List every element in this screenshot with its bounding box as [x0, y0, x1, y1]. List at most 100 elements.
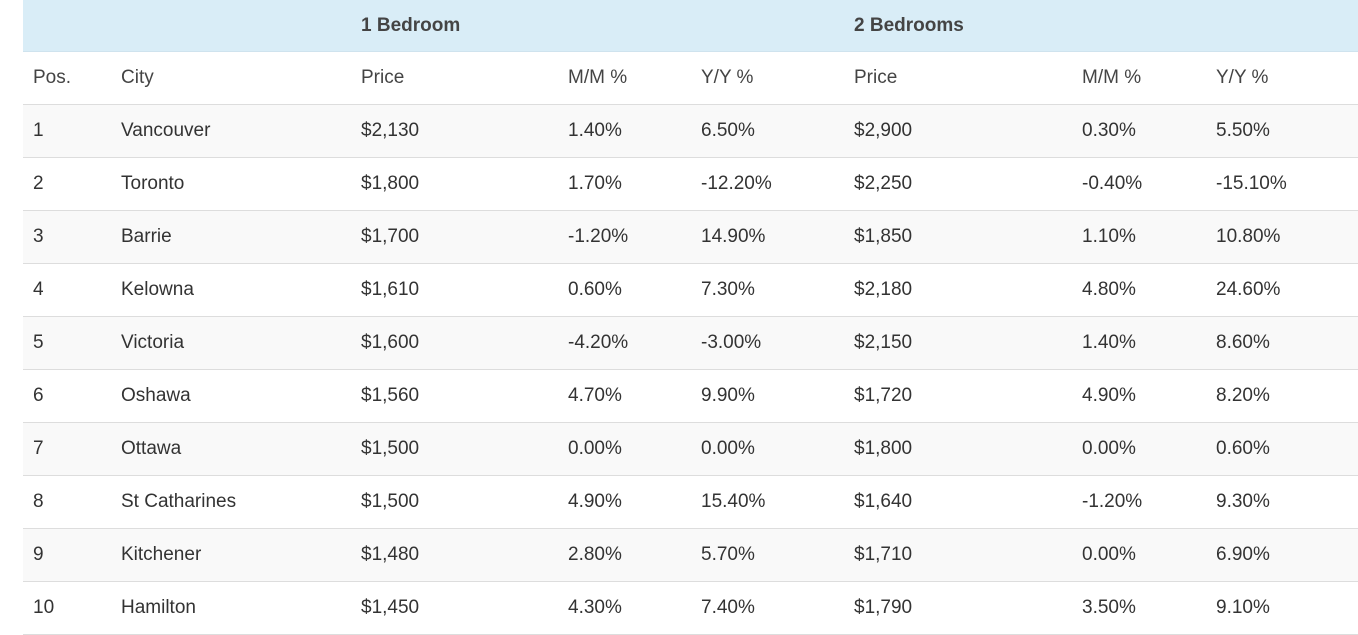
column-header-city: City: [111, 51, 351, 105]
cell-mm-1br: -4.20%: [558, 316, 691, 370]
cell-pos: 2: [23, 157, 111, 211]
cell-yy-1br: -3.00%: [691, 316, 844, 370]
cell-price-2br: $2,150: [844, 316, 1072, 370]
cell-city: Toronto: [111, 157, 351, 211]
column-header-yy-1br: Y/Y %: [691, 51, 844, 105]
cell-yy-2br: 10.80%: [1206, 210, 1358, 264]
cell-yy-2br: 8.20%: [1206, 369, 1358, 423]
cell-mm-2br: 0.00%: [1072, 422, 1206, 476]
column-header-row: Pos. City Price M/M % Y/Y % Price M/M % …: [23, 51, 1358, 105]
cell-pos: 6: [23, 369, 111, 423]
cell-city: Victoria: [111, 316, 351, 370]
cell-price-2br: $1,800: [844, 422, 1072, 476]
rent-table-container: 1 Bedroom 2 Bedrooms Pos. City Price M/M…: [23, 0, 1358, 635]
cell-price-2br: $1,640: [844, 475, 1072, 529]
cell-price-2br: $1,850: [844, 210, 1072, 264]
cell-yy-1br: -12.20%: [691, 157, 844, 211]
cell-yy-2br: 8.60%: [1206, 316, 1358, 370]
column-header-price-1br: Price: [351, 51, 558, 105]
cell-yy-1br: 15.40%: [691, 475, 844, 529]
cell-price-1br: $2,130: [351, 104, 558, 158]
cell-city: Ottawa: [111, 422, 351, 476]
cell-yy-1br: 7.40%: [691, 581, 844, 635]
cell-mm-2br: 4.80%: [1072, 263, 1206, 317]
column-header-price-2br: Price: [844, 51, 1072, 105]
cell-mm-1br: 4.70%: [558, 369, 691, 423]
cell-price-1br: $1,560: [351, 369, 558, 423]
cell-mm-2br: 0.00%: [1072, 528, 1206, 582]
cell-mm-1br: 0.00%: [558, 422, 691, 476]
cell-pos: 7: [23, 422, 111, 476]
cell-yy-2br: 9.30%: [1206, 475, 1358, 529]
cell-mm-2br: 4.90%: [1072, 369, 1206, 423]
cell-yy-2br: -15.10%: [1206, 157, 1358, 211]
cell-price-2br: $1,790: [844, 581, 1072, 635]
cell-price-1br: $1,700: [351, 210, 558, 264]
cell-pos: 4: [23, 263, 111, 317]
cell-yy-1br: 5.70%: [691, 528, 844, 582]
table-row: 4 Kelowna $1,610 0.60% 7.30% $2,180 4.80…: [23, 263, 1358, 317]
column-header-yy-2br: Y/Y %: [1206, 51, 1358, 105]
cell-mm-2br: 1.10%: [1072, 210, 1206, 264]
cell-city: Vancouver: [111, 104, 351, 158]
cell-pos: 3: [23, 210, 111, 264]
cell-pos: 1: [23, 104, 111, 158]
group-header-spacer: [23, 0, 351, 52]
cell-mm-1br: 0.60%: [558, 263, 691, 317]
cell-mm-2br: 1.40%: [1072, 316, 1206, 370]
table-row: 1 Vancouver $2,130 1.40% 6.50% $2,900 0.…: [23, 104, 1358, 158]
cell-yy-2br: 24.60%: [1206, 263, 1358, 317]
cell-yy-2br: 0.60%: [1206, 422, 1358, 476]
cell-city: Hamilton: [111, 581, 351, 635]
cell-mm-1br: 4.90%: [558, 475, 691, 529]
group-header-row: 1 Bedroom 2 Bedrooms: [23, 0, 1358, 52]
rent-table: 1 Bedroom 2 Bedrooms Pos. City Price M/M…: [23, 0, 1358, 635]
cell-price-1br: $1,800: [351, 157, 558, 211]
cell-price-2br: $1,720: [844, 369, 1072, 423]
cell-mm-2br: -1.20%: [1072, 475, 1206, 529]
cell-yy-1br: 7.30%: [691, 263, 844, 317]
cell-city: St Catharines: [111, 475, 351, 529]
cell-mm-1br: 2.80%: [558, 528, 691, 582]
column-header-mm-1br: M/M %: [558, 51, 691, 105]
cell-mm-2br: -0.40%: [1072, 157, 1206, 211]
column-header-mm-2br: M/M %: [1072, 51, 1206, 105]
cell-pos: 10: [23, 581, 111, 635]
cell-price-1br: $1,450: [351, 581, 558, 635]
cell-pos: 5: [23, 316, 111, 370]
cell-mm-1br: 4.30%: [558, 581, 691, 635]
group-header-one-bedroom: 1 Bedroom: [351, 0, 844, 52]
cell-price-2br: $1,710: [844, 528, 1072, 582]
cell-mm-2br: 3.50%: [1072, 581, 1206, 635]
table-row: 7 Ottawa $1,500 0.00% 0.00% $1,800 0.00%…: [23, 422, 1358, 476]
cell-price-1br: $1,600: [351, 316, 558, 370]
column-header-pos: Pos.: [23, 51, 111, 105]
cell-pos: 9: [23, 528, 111, 582]
cell-city: Oshawa: [111, 369, 351, 423]
table-row: 3 Barrie $1,700 -1.20% 14.90% $1,850 1.1…: [23, 210, 1358, 264]
cell-price-2br: $2,250: [844, 157, 1072, 211]
cell-price-2br: $2,900: [844, 104, 1072, 158]
cell-mm-1br: -1.20%: [558, 210, 691, 264]
cell-price-1br: $1,500: [351, 475, 558, 529]
cell-price-1br: $1,480: [351, 528, 558, 582]
cell-pos: 8: [23, 475, 111, 529]
table-row: 2 Toronto $1,800 1.70% -12.20% $2,250 -0…: [23, 157, 1358, 211]
cell-city: Kitchener: [111, 528, 351, 582]
cell-yy-2br: 6.90%: [1206, 528, 1358, 582]
cell-yy-1br: 9.90%: [691, 369, 844, 423]
cell-price-1br: $1,610: [351, 263, 558, 317]
cell-yy-1br: 14.90%: [691, 210, 844, 264]
table-row: 8 St Catharines $1,500 4.90% 15.40% $1,6…: [23, 475, 1358, 529]
cell-yy-1br: 0.00%: [691, 422, 844, 476]
cell-yy-1br: 6.50%: [691, 104, 844, 158]
table-row: 5 Victoria $1,600 -4.20% -3.00% $2,150 1…: [23, 316, 1358, 370]
table-row: 9 Kitchener $1,480 2.80% 5.70% $1,710 0.…: [23, 528, 1358, 582]
cell-price-1br: $1,500: [351, 422, 558, 476]
cell-price-2br: $2,180: [844, 263, 1072, 317]
cell-mm-1br: 1.70%: [558, 157, 691, 211]
cell-mm-2br: 0.30%: [1072, 104, 1206, 158]
cell-city: Kelowna: [111, 263, 351, 317]
table-row: 10 Hamilton $1,450 4.30% 7.40% $1,790 3.…: [23, 581, 1358, 635]
cell-yy-2br: 9.10%: [1206, 581, 1358, 635]
